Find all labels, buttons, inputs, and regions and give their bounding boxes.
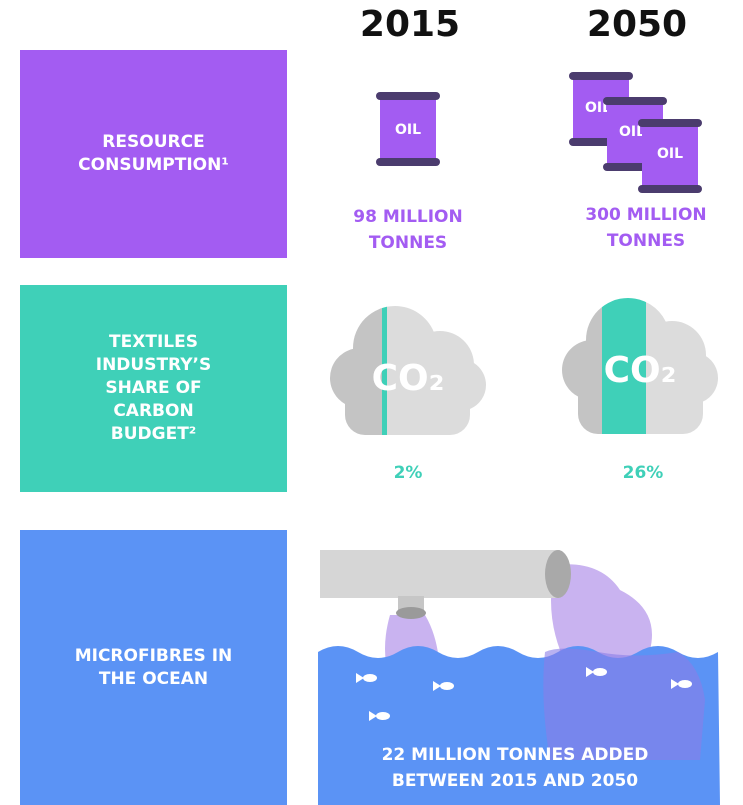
resource-box: RESOURCE CONSUMPTION¹ [20, 50, 287, 258]
value-text: 98 MILLION [353, 207, 463, 227]
barrel-label: OIL [619, 124, 645, 140]
caption-line: BETWEEN 2015 AND 2050 [392, 771, 638, 791]
barrel: OIL [376, 92, 440, 166]
value-text: 2% [394, 463, 423, 483]
barrel-label: OIL [395, 122, 421, 138]
value-text: 300 MILLION [585, 205, 706, 225]
microfibre-box: MICROFIBRES IN THE OCEAN [20, 530, 287, 805]
pipe [320, 550, 571, 619]
value-text: 26% [623, 463, 664, 483]
fish [356, 667, 692, 721]
row-label: TEXTILES INDUSTRY’S SHARE OF CARBON BUDG… [95, 332, 212, 444]
year: 2015 [360, 4, 460, 45]
value-line: 98 MILLION [353, 207, 463, 227]
barrel-label: OIL [657, 146, 683, 162]
caption-line: 22 MILLION TONNES ADDED [382, 745, 649, 765]
co2-label: CO₂ [604, 350, 677, 391]
microfibre-cloud [543, 648, 705, 760]
value-text: TONNES [369, 233, 447, 253]
value-line: 300 MILLION [585, 205, 706, 225]
caption: BETWEEN 2015 AND 2050 [392, 771, 638, 791]
value-text: TONNES [607, 231, 685, 251]
value-line: TONNES [369, 233, 447, 253]
barrel: OIL [638, 119, 702, 193]
row-label: MICROFIBRES IN THE OCEAN [74, 645, 233, 689]
value-line: TONNES [607, 231, 685, 251]
year: 2050 [587, 4, 687, 45]
row-label: RESOURCE CONSUMPTION¹ [78, 132, 229, 175]
carbon-box: TEXTILES INDUSTRY’S SHARE OF CARBON BUDG… [20, 285, 287, 492]
caption: 22 MILLION TONNES ADDED [382, 745, 649, 765]
co2-label: CO₂ [372, 358, 445, 399]
